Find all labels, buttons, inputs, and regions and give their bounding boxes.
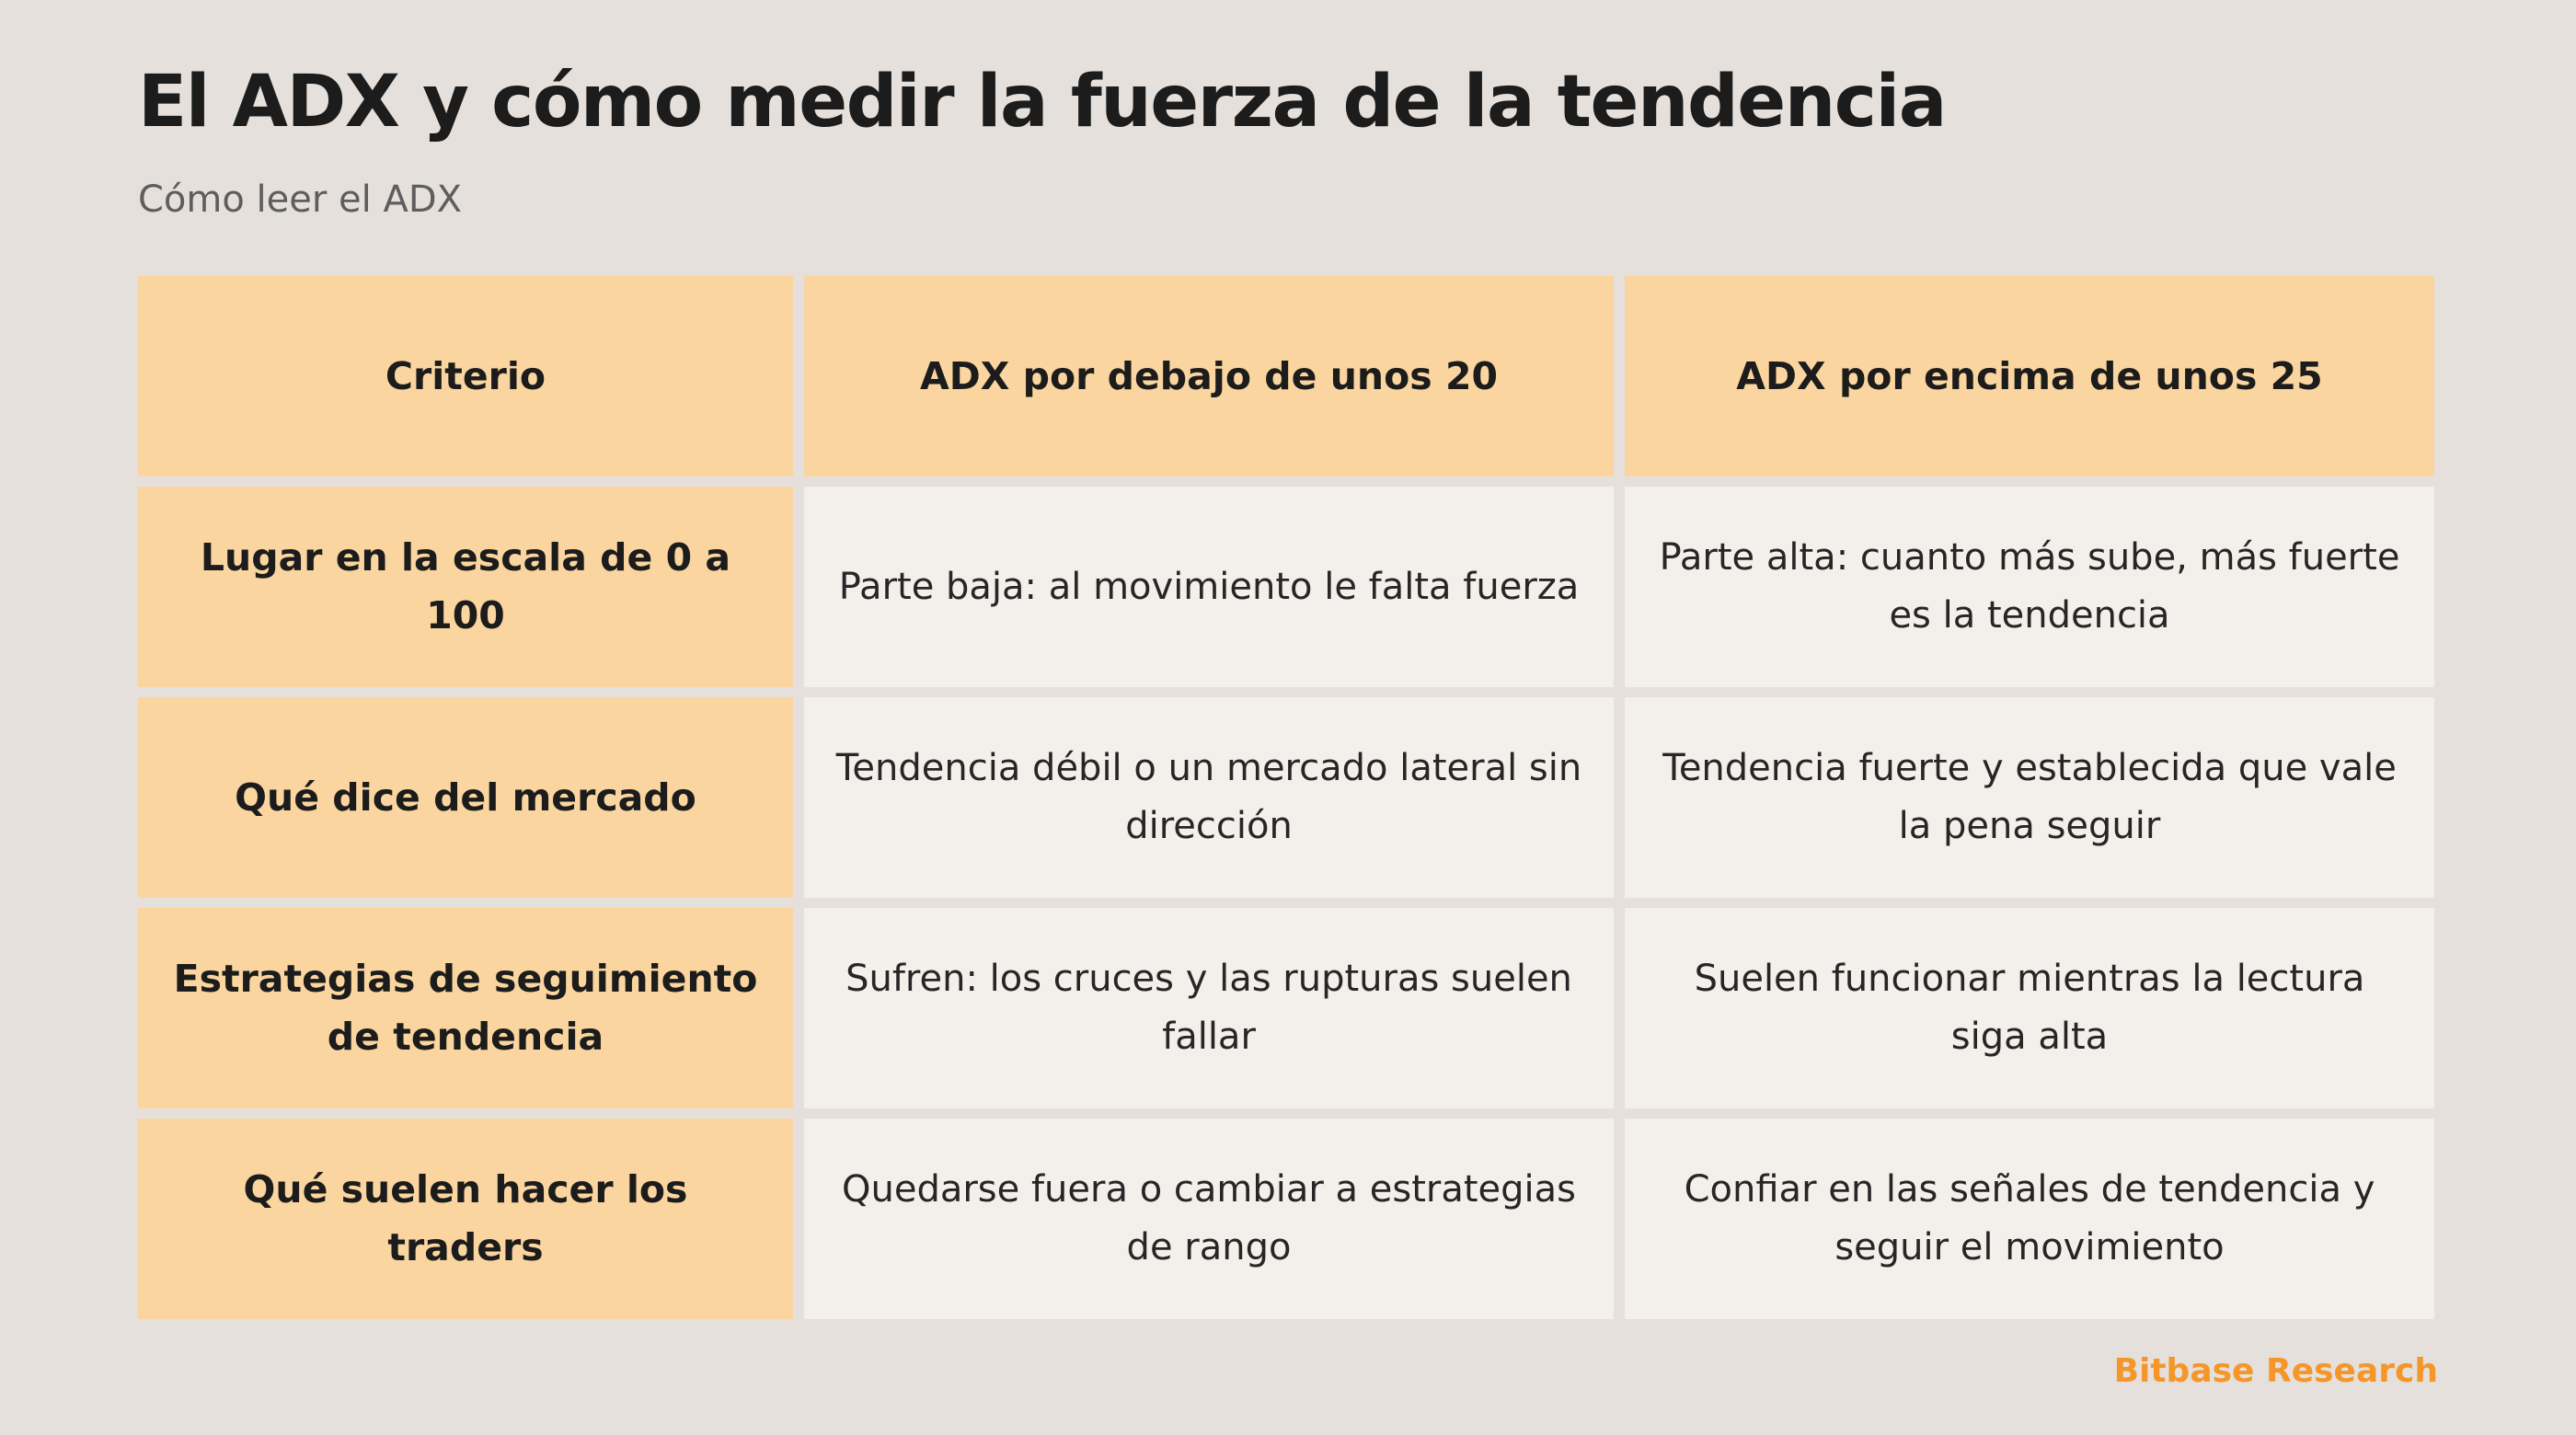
table-header-cell: ADX por encima de unos 25 — [1625, 276, 2434, 476]
table-cell: Suelen funcionar mientras la lectura sig… — [1625, 908, 2434, 1108]
row-label: Estrategias de seguimiento de tendencia — [138, 908, 793, 1108]
table-cell: Quedarse fuera o cambiar a estrategias d… — [804, 1119, 1614, 1319]
row-label: Qué suelen hacer los traders — [138, 1119, 793, 1319]
brand-label: Bitbase Research — [2114, 1352, 2438, 1390]
page-subtitle: Cómo leer el ADX — [138, 178, 462, 221]
table-cell: Tendencia débil o un mercado lateral sin… — [804, 697, 1614, 898]
row-label: Qué dice del mercado — [138, 697, 793, 898]
row-label: Lugar en la escala de 0 a 100 — [138, 487, 793, 687]
page-title: El ADX y cómo medir la fuerza de la tend… — [138, 61, 1946, 144]
table-header-cell: ADX por debajo de unos 20 — [804, 276, 1614, 476]
table-cell: Parte alta: cuanto más sube, más fuerte … — [1625, 487, 2434, 687]
table-cell: Tendencia fuerte y establecida que vale … — [1625, 697, 2434, 898]
table-cell: Sufren: los cruces y las rupturas suelen… — [804, 908, 1614, 1108]
table-cell: Parte baja: al movimiento le falta fuerz… — [804, 487, 1614, 687]
comparison-table: Criterio ADX por debajo de unos 20 ADX p… — [138, 276, 2434, 1319]
table-header-cell: Criterio — [138, 276, 793, 476]
table-cell: Confiar en las señales de tendencia y se… — [1625, 1119, 2434, 1319]
